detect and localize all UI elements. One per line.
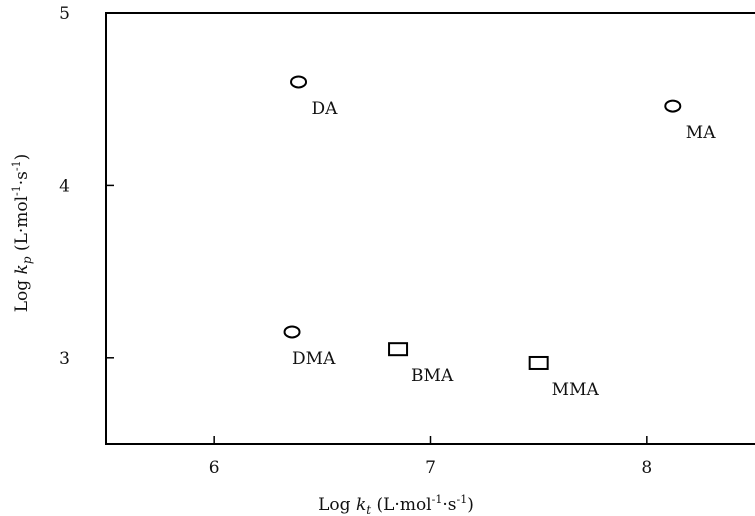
data-point-ma: MA: [664, 99, 716, 143]
data-point-bma: BMA: [388, 342, 454, 386]
ellipse-marker: [283, 325, 301, 339]
data-point-dma: DMA: [283, 325, 336, 369]
y-tick-label: 3: [59, 349, 70, 369]
y-axis-title: Log kp (L·mol-1·s-1): [10, 154, 34, 313]
x-axis-title: Log kt (L·mol-1·s-1): [318, 493, 474, 516]
ellipse-marker: [664, 99, 682, 113]
square-marker: [388, 342, 409, 357]
x-tick-label: 8: [641, 458, 652, 478]
data-marks: DA MA DMA BMA MMA: [283, 75, 716, 400]
ticks: 6 7 8 3 4 5: [59, 4, 652, 478]
point-label: MA: [686, 123, 716, 143]
data-point-mma: MMA: [528, 355, 600, 400]
x-tick-label: 7: [425, 458, 436, 478]
y-tick-label: 5: [59, 4, 70, 24]
point-label: MMA: [552, 380, 600, 400]
data-point-da: DA: [290, 75, 339, 119]
ellipse-marker: [290, 75, 308, 89]
x-tick-label: 6: [209, 458, 220, 478]
point-label: DA: [312, 99, 339, 119]
y-tick-label: 4: [59, 176, 70, 196]
square-marker: [528, 355, 549, 370]
point-label: BMA: [411, 366, 454, 386]
point-label: DMA: [292, 349, 336, 369]
